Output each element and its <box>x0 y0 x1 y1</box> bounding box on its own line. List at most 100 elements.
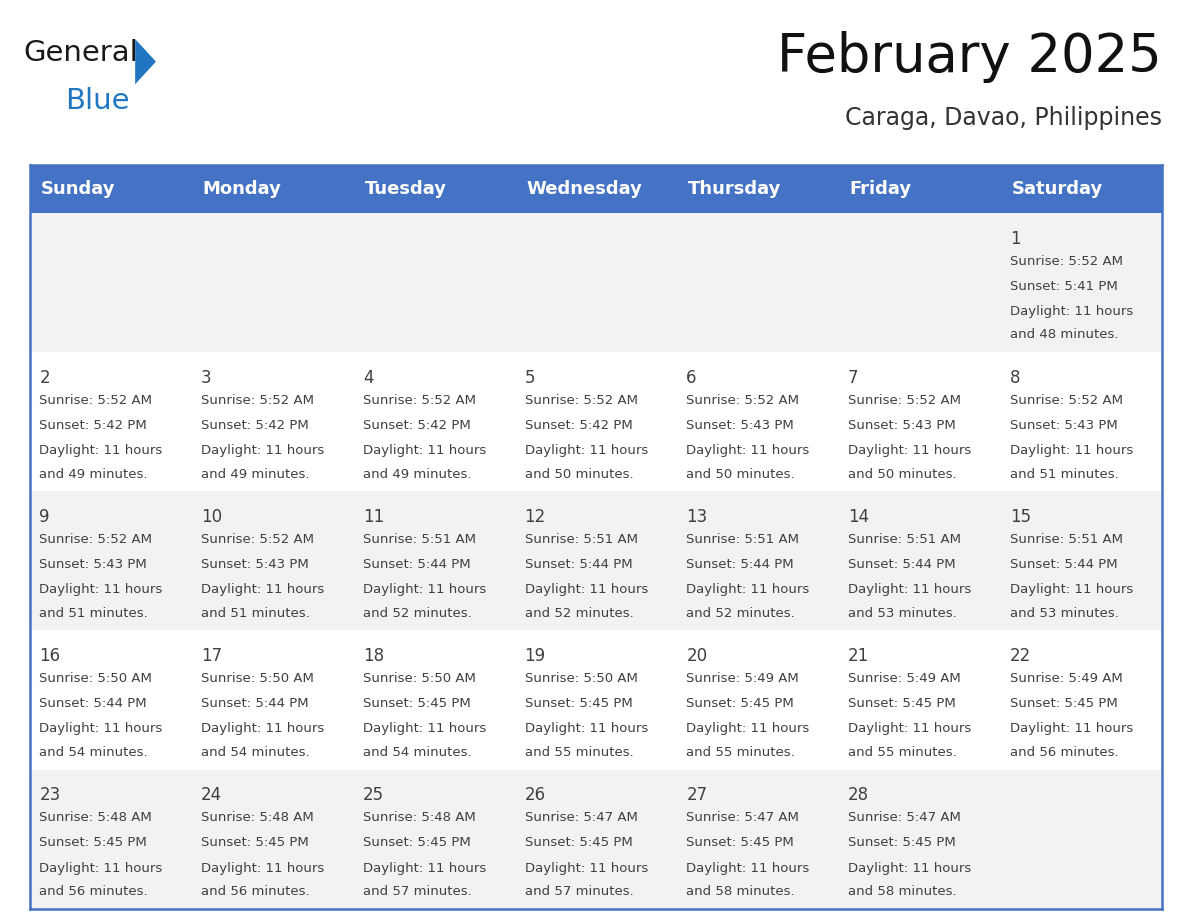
Text: 11: 11 <box>362 508 384 526</box>
Text: Sunrise: 5:49 AM: Sunrise: 5:49 AM <box>848 672 961 685</box>
Text: Sunrise: 5:52 AM: Sunrise: 5:52 AM <box>525 394 638 407</box>
Text: Sunrise: 5:50 AM: Sunrise: 5:50 AM <box>362 672 475 685</box>
Text: Daylight: 11 hours: Daylight: 11 hours <box>362 583 486 596</box>
Text: Tuesday: Tuesday <box>365 180 447 198</box>
Text: Friday: Friday <box>849 180 912 198</box>
Text: and 57 minutes.: and 57 minutes. <box>362 885 472 898</box>
Text: Sunrise: 5:48 AM: Sunrise: 5:48 AM <box>39 812 152 824</box>
Text: and 54 minutes.: and 54 minutes. <box>39 746 148 759</box>
Text: and 58 minutes.: and 58 minutes. <box>848 885 956 898</box>
Text: Sunset: 5:44 PM: Sunset: 5:44 PM <box>39 698 147 711</box>
Text: Daylight: 11 hours: Daylight: 11 hours <box>362 861 486 875</box>
Text: and 57 minutes.: and 57 minutes. <box>525 885 633 898</box>
Polygon shape <box>135 39 156 84</box>
Text: 20: 20 <box>687 647 708 666</box>
Text: Sunrise: 5:50 AM: Sunrise: 5:50 AM <box>39 672 152 685</box>
Text: 10: 10 <box>201 508 222 526</box>
Text: 25: 25 <box>362 787 384 804</box>
Text: Sunset: 5:45 PM: Sunset: 5:45 PM <box>362 698 470 711</box>
Text: Caraga, Davao, Philippines: Caraga, Davao, Philippines <box>845 106 1162 130</box>
Text: Daylight: 11 hours: Daylight: 11 hours <box>39 444 163 457</box>
Text: Monday: Monday <box>203 180 282 198</box>
Text: Sunrise: 5:47 AM: Sunrise: 5:47 AM <box>848 812 961 824</box>
Text: Sunrise: 5:52 AM: Sunrise: 5:52 AM <box>687 394 800 407</box>
Text: Sunrise: 5:52 AM: Sunrise: 5:52 AM <box>362 394 476 407</box>
Text: and 55 minutes.: and 55 minutes. <box>525 746 633 759</box>
Text: and 50 minutes.: and 50 minutes. <box>848 467 956 481</box>
Text: Sunrise: 5:47 AM: Sunrise: 5:47 AM <box>687 812 800 824</box>
Text: Daylight: 11 hours: Daylight: 11 hours <box>39 722 163 735</box>
Text: Daylight: 11 hours: Daylight: 11 hours <box>525 722 647 735</box>
Text: Sunrise: 5:51 AM: Sunrise: 5:51 AM <box>1010 533 1123 546</box>
Text: Sunset: 5:44 PM: Sunset: 5:44 PM <box>848 558 955 571</box>
Text: Daylight: 11 hours: Daylight: 11 hours <box>39 583 163 596</box>
Text: and 55 minutes.: and 55 minutes. <box>848 746 956 759</box>
Text: Sunrise: 5:49 AM: Sunrise: 5:49 AM <box>1010 672 1123 685</box>
Text: Sunset: 5:42 PM: Sunset: 5:42 PM <box>39 419 147 432</box>
Text: Daylight: 11 hours: Daylight: 11 hours <box>362 444 486 457</box>
Text: 28: 28 <box>848 787 870 804</box>
Text: and 54 minutes.: and 54 minutes. <box>201 746 310 759</box>
Text: Daylight: 11 hours: Daylight: 11 hours <box>201 861 324 875</box>
Text: and 53 minutes.: and 53 minutes. <box>848 607 956 620</box>
Text: Sunrise: 5:52 AM: Sunrise: 5:52 AM <box>1010 394 1123 407</box>
Text: and 50 minutes.: and 50 minutes. <box>687 467 795 481</box>
Text: Sunrise: 5:51 AM: Sunrise: 5:51 AM <box>525 533 638 546</box>
Text: 13: 13 <box>687 508 708 526</box>
Text: Daylight: 11 hours: Daylight: 11 hours <box>1010 722 1133 735</box>
Text: Sunrise: 5:49 AM: Sunrise: 5:49 AM <box>687 672 800 685</box>
Text: 24: 24 <box>201 787 222 804</box>
Text: and 51 minutes.: and 51 minutes. <box>201 607 310 620</box>
Text: and 58 minutes.: and 58 minutes. <box>687 885 795 898</box>
Text: Sunset: 5:45 PM: Sunset: 5:45 PM <box>525 698 632 711</box>
Text: Sunset: 5:45 PM: Sunset: 5:45 PM <box>362 836 470 849</box>
Text: 16: 16 <box>39 647 61 666</box>
Text: Sunrise: 5:50 AM: Sunrise: 5:50 AM <box>525 672 638 685</box>
Text: 17: 17 <box>201 647 222 666</box>
Text: Daylight: 11 hours: Daylight: 11 hours <box>848 583 972 596</box>
Text: Sunrise: 5:51 AM: Sunrise: 5:51 AM <box>362 533 476 546</box>
Text: Daylight: 11 hours: Daylight: 11 hours <box>525 444 647 457</box>
Text: and 51 minutes.: and 51 minutes. <box>1010 467 1119 481</box>
Text: and 49 minutes.: and 49 minutes. <box>39 467 147 481</box>
Text: General: General <box>24 39 139 67</box>
Text: 3: 3 <box>201 369 211 386</box>
Text: and 48 minutes.: and 48 minutes. <box>1010 329 1118 341</box>
Text: Sunset: 5:45 PM: Sunset: 5:45 PM <box>687 836 794 849</box>
Text: Blue: Blue <box>65 87 129 116</box>
Text: Daylight: 11 hours: Daylight: 11 hours <box>687 583 809 596</box>
Text: 27: 27 <box>687 787 708 804</box>
Text: 18: 18 <box>362 647 384 666</box>
Text: Sunset: 5:43 PM: Sunset: 5:43 PM <box>848 419 956 432</box>
Text: 22: 22 <box>1010 647 1031 666</box>
Text: Sunrise: 5:52 AM: Sunrise: 5:52 AM <box>201 533 314 546</box>
Text: Sunset: 5:45 PM: Sunset: 5:45 PM <box>39 836 147 849</box>
Text: and 52 minutes.: and 52 minutes. <box>362 607 472 620</box>
Text: Daylight: 11 hours: Daylight: 11 hours <box>201 583 324 596</box>
Text: Sunrise: 5:51 AM: Sunrise: 5:51 AM <box>848 533 961 546</box>
Text: Sunrise: 5:51 AM: Sunrise: 5:51 AM <box>687 533 800 546</box>
Text: Sunset: 5:43 PM: Sunset: 5:43 PM <box>201 558 309 571</box>
Text: 4: 4 <box>362 369 373 386</box>
Text: 7: 7 <box>848 369 859 386</box>
Text: Sunset: 5:45 PM: Sunset: 5:45 PM <box>525 836 632 849</box>
Text: 15: 15 <box>1010 508 1031 526</box>
Text: Sunset: 5:44 PM: Sunset: 5:44 PM <box>687 558 794 571</box>
Text: Daylight: 11 hours: Daylight: 11 hours <box>1010 444 1133 457</box>
Text: Sunset: 5:45 PM: Sunset: 5:45 PM <box>687 698 794 711</box>
Text: and 56 minutes.: and 56 minutes. <box>201 885 310 898</box>
Text: 26: 26 <box>525 787 545 804</box>
Text: Sunset: 5:44 PM: Sunset: 5:44 PM <box>362 558 470 571</box>
Text: Sunrise: 5:52 AM: Sunrise: 5:52 AM <box>39 533 152 546</box>
Text: Wednesday: Wednesday <box>526 180 642 198</box>
Text: and 51 minutes.: and 51 minutes. <box>39 607 148 620</box>
Text: Daylight: 11 hours: Daylight: 11 hours <box>687 722 809 735</box>
Text: Sunset: 5:42 PM: Sunset: 5:42 PM <box>362 419 470 432</box>
Text: and 52 minutes.: and 52 minutes. <box>525 607 633 620</box>
Text: Sunrise: 5:52 AM: Sunrise: 5:52 AM <box>39 394 152 407</box>
Text: 14: 14 <box>848 508 870 526</box>
Text: Sunset: 5:42 PM: Sunset: 5:42 PM <box>201 419 309 432</box>
Text: 1: 1 <box>1010 230 1020 248</box>
Text: Daylight: 11 hours: Daylight: 11 hours <box>525 583 647 596</box>
Text: Daylight: 11 hours: Daylight: 11 hours <box>848 444 972 457</box>
